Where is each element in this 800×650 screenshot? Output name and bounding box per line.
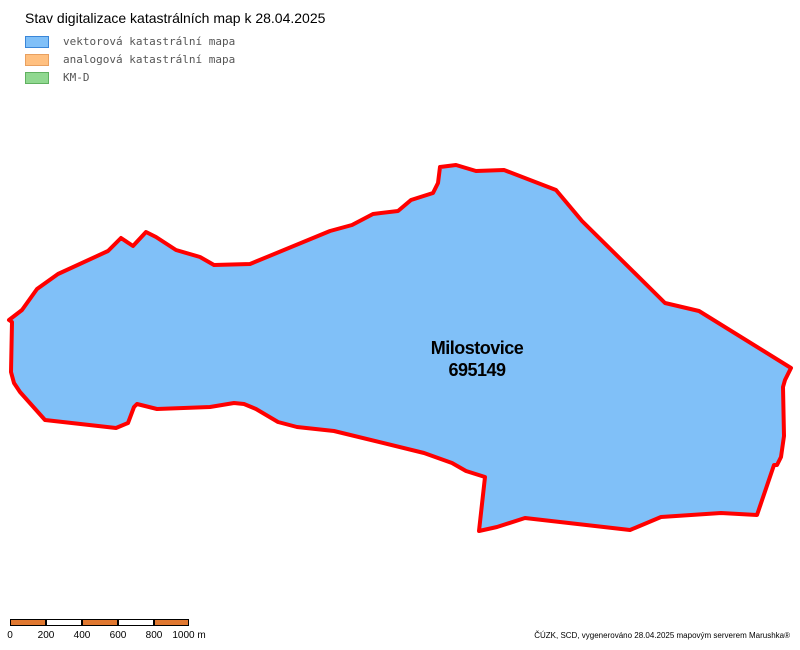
scale-bar <box>10 619 189 626</box>
scale-label-0: 0 <box>7 630 13 641</box>
scale-label-400: 400 <box>73 630 91 641</box>
cadastral-area-polygon[interactable] <box>7 163 793 533</box>
cadastral-area-name: Milostovice <box>431 338 524 358</box>
cadastral-area-code: 695149 <box>448 360 506 380</box>
scale-label-600: 600 <box>109 630 127 641</box>
scale-label-200: 200 <box>37 630 55 641</box>
scale-label-1000m: 1000 m <box>172 630 206 641</box>
map-title: Stav digitalizace katastrálních map k 28… <box>25 10 326 26</box>
legend-swatch-analog <box>25 54 49 66</box>
legend-swatch-vector <box>25 36 49 48</box>
scale-bar-segment <box>82 619 118 626</box>
legend-label-kmd: KM-D <box>63 71 90 84</box>
scale-bar-segment <box>154 619 189 626</box>
legend-swatch-kmd <box>25 72 49 84</box>
legend-label-analog: analogová katastrální mapa <box>63 53 236 66</box>
attribution-text: ČÚZK, SCD, vygenerováno 28.04.2025 mapov… <box>534 631 790 640</box>
scale-bar-segment <box>46 619 82 626</box>
scale-label-800: 800 <box>145 630 163 641</box>
scale-bar-segment <box>118 619 154 626</box>
legend-label-vector: vektorová katastrální mapa <box>63 35 236 48</box>
scale-bar-segment <box>10 619 46 626</box>
